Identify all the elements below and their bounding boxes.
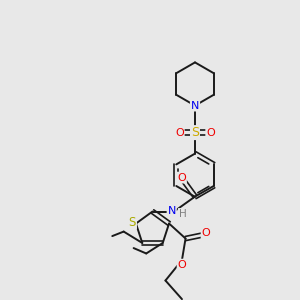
Text: O: O xyxy=(202,228,210,239)
Text: O: O xyxy=(175,128,184,138)
Text: S: S xyxy=(129,215,136,229)
Text: O: O xyxy=(177,172,186,183)
Text: O: O xyxy=(206,128,215,138)
Text: O: O xyxy=(178,260,186,270)
Text: H: H xyxy=(178,209,186,219)
Text: N: N xyxy=(167,206,176,216)
Text: S: S xyxy=(191,126,199,139)
Text: N: N xyxy=(191,100,199,111)
